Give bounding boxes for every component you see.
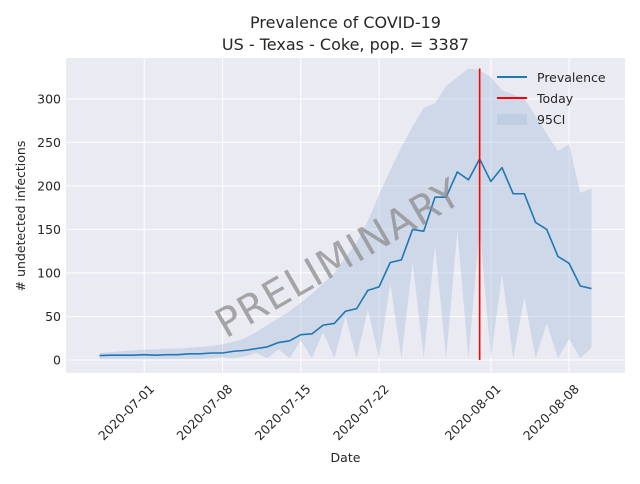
chart-title: Prevalence of COVID-19	[250, 13, 441, 32]
y-tick-label: 300	[37, 91, 61, 106]
x-tick-label: 2020-08-01	[442, 381, 504, 443]
ci-band-layer	[99, 68, 592, 360]
y-tick-label: 100	[37, 265, 61, 280]
legend-label-today: Today	[536, 91, 574, 106]
y-axis-label: # undetected infections	[13, 141, 28, 292]
x-tick-label: 2020-07-15	[252, 381, 314, 443]
x-axis-label: Date	[331, 450, 361, 465]
x-tick-label: 2020-07-22	[330, 381, 392, 443]
plot-area	[66, 58, 625, 373]
y-tick-label: 0	[53, 352, 61, 367]
legend: Prevalence Today 95CI	[497, 70, 606, 127]
x-tick-label: 2020-08-08	[520, 381, 582, 443]
x-tick-label: 2020-07-01	[95, 381, 157, 443]
series-layer	[99, 68, 592, 360]
y-tick-label: 150	[37, 222, 61, 237]
legend-label-prevalence: Prevalence	[537, 70, 606, 85]
x-tick-labels: 2020-07-01 2020-07-08 2020-07-15 2020-07-22…	[95, 381, 582, 443]
y-tick-label: 250	[37, 135, 61, 150]
ci-band	[99, 68, 592, 360]
prevalence-line	[99, 158, 592, 357]
legend-label-95ci: 95CI	[537, 112, 565, 127]
legend-swatch-95ci	[497, 114, 527, 125]
y-tick-label: 200	[37, 178, 61, 193]
chart-subtitle: US - Texas - Coke, pop. = 3387	[222, 35, 469, 54]
x-tick-label: 2020-07-08	[173, 381, 235, 443]
grid-lines	[66, 58, 625, 373]
y-tick-label: 50	[45, 309, 61, 324]
y-tick-labels: 0 50 100 150 200 250 300	[37, 91, 61, 367]
